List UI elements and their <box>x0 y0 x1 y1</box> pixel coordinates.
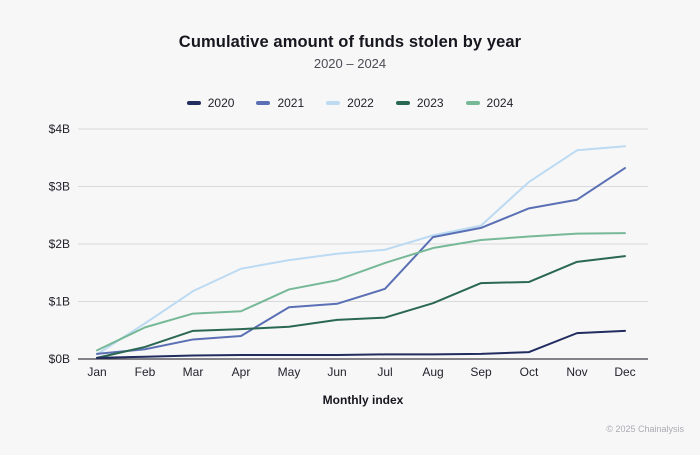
legend-label: 2020 <box>207 96 235 110</box>
y-tick-label: $0B <box>49 352 70 366</box>
legend-swatch-icon <box>326 101 341 105</box>
legend-item-2023: 2023 <box>395 96 444 110</box>
legend-swatch-icon <box>256 101 271 105</box>
attribution-text: © 2025 Chainalysis <box>606 424 684 434</box>
legend-item-2021: 2021 <box>256 96 304 110</box>
y-tick-label: $4B <box>49 122 70 136</box>
legend-swatch-icon <box>186 101 201 105</box>
x-tick-label: Apr <box>232 365 251 379</box>
x-tick-label: Oct <box>520 365 539 379</box>
legend-item-2020: 2020 <box>186 96 235 110</box>
series-line-2021 <box>96 167 626 355</box>
x-tick-label: May <box>278 365 301 379</box>
legend-swatch-icon <box>465 101 480 105</box>
y-tick-label: $2B <box>49 237 70 251</box>
chart-legend: 2020 2021 2022 2023 2024 <box>0 96 700 110</box>
chart-title: Cumulative amount of funds stolen by yea… <box>178 33 522 51</box>
series-line-2020 <box>96 329 626 359</box>
x-tick-label: Mar <box>183 365 204 379</box>
legend-label: 2023 <box>416 96 444 110</box>
chart-subtitle: 2020 – 2024 <box>313 56 387 71</box>
y-tick-label: $3B <box>49 180 70 194</box>
y-tick-label: $1B <box>49 295 70 309</box>
x-axis-title: Monthly index <box>322 393 404 407</box>
series-line-2022 <box>96 145 626 356</box>
series-line-2023 <box>96 255 626 359</box>
x-tick-label: Dec <box>614 365 635 379</box>
x-tick-label: Jul <box>377 365 392 379</box>
legend-swatch-icon <box>395 101 410 105</box>
x-tick-label: Jun <box>327 365 346 379</box>
legend-item-2024: 2024 <box>465 96 514 110</box>
legend-label: 2021 <box>277 96 305 110</box>
series-line-2024 <box>96 232 626 352</box>
x-tick-label: Jan <box>87 365 106 379</box>
x-tick-label: Sep <box>470 365 492 379</box>
legend-label: 2022 <box>347 96 374 110</box>
x-tick-label: Nov <box>566 365 587 379</box>
x-tick-label: Aug <box>422 365 443 379</box>
x-tick-label: Feb <box>135 365 156 379</box>
legend-item-2022: 2022 <box>326 96 374 110</box>
legend-label: 2024 <box>486 96 514 110</box>
